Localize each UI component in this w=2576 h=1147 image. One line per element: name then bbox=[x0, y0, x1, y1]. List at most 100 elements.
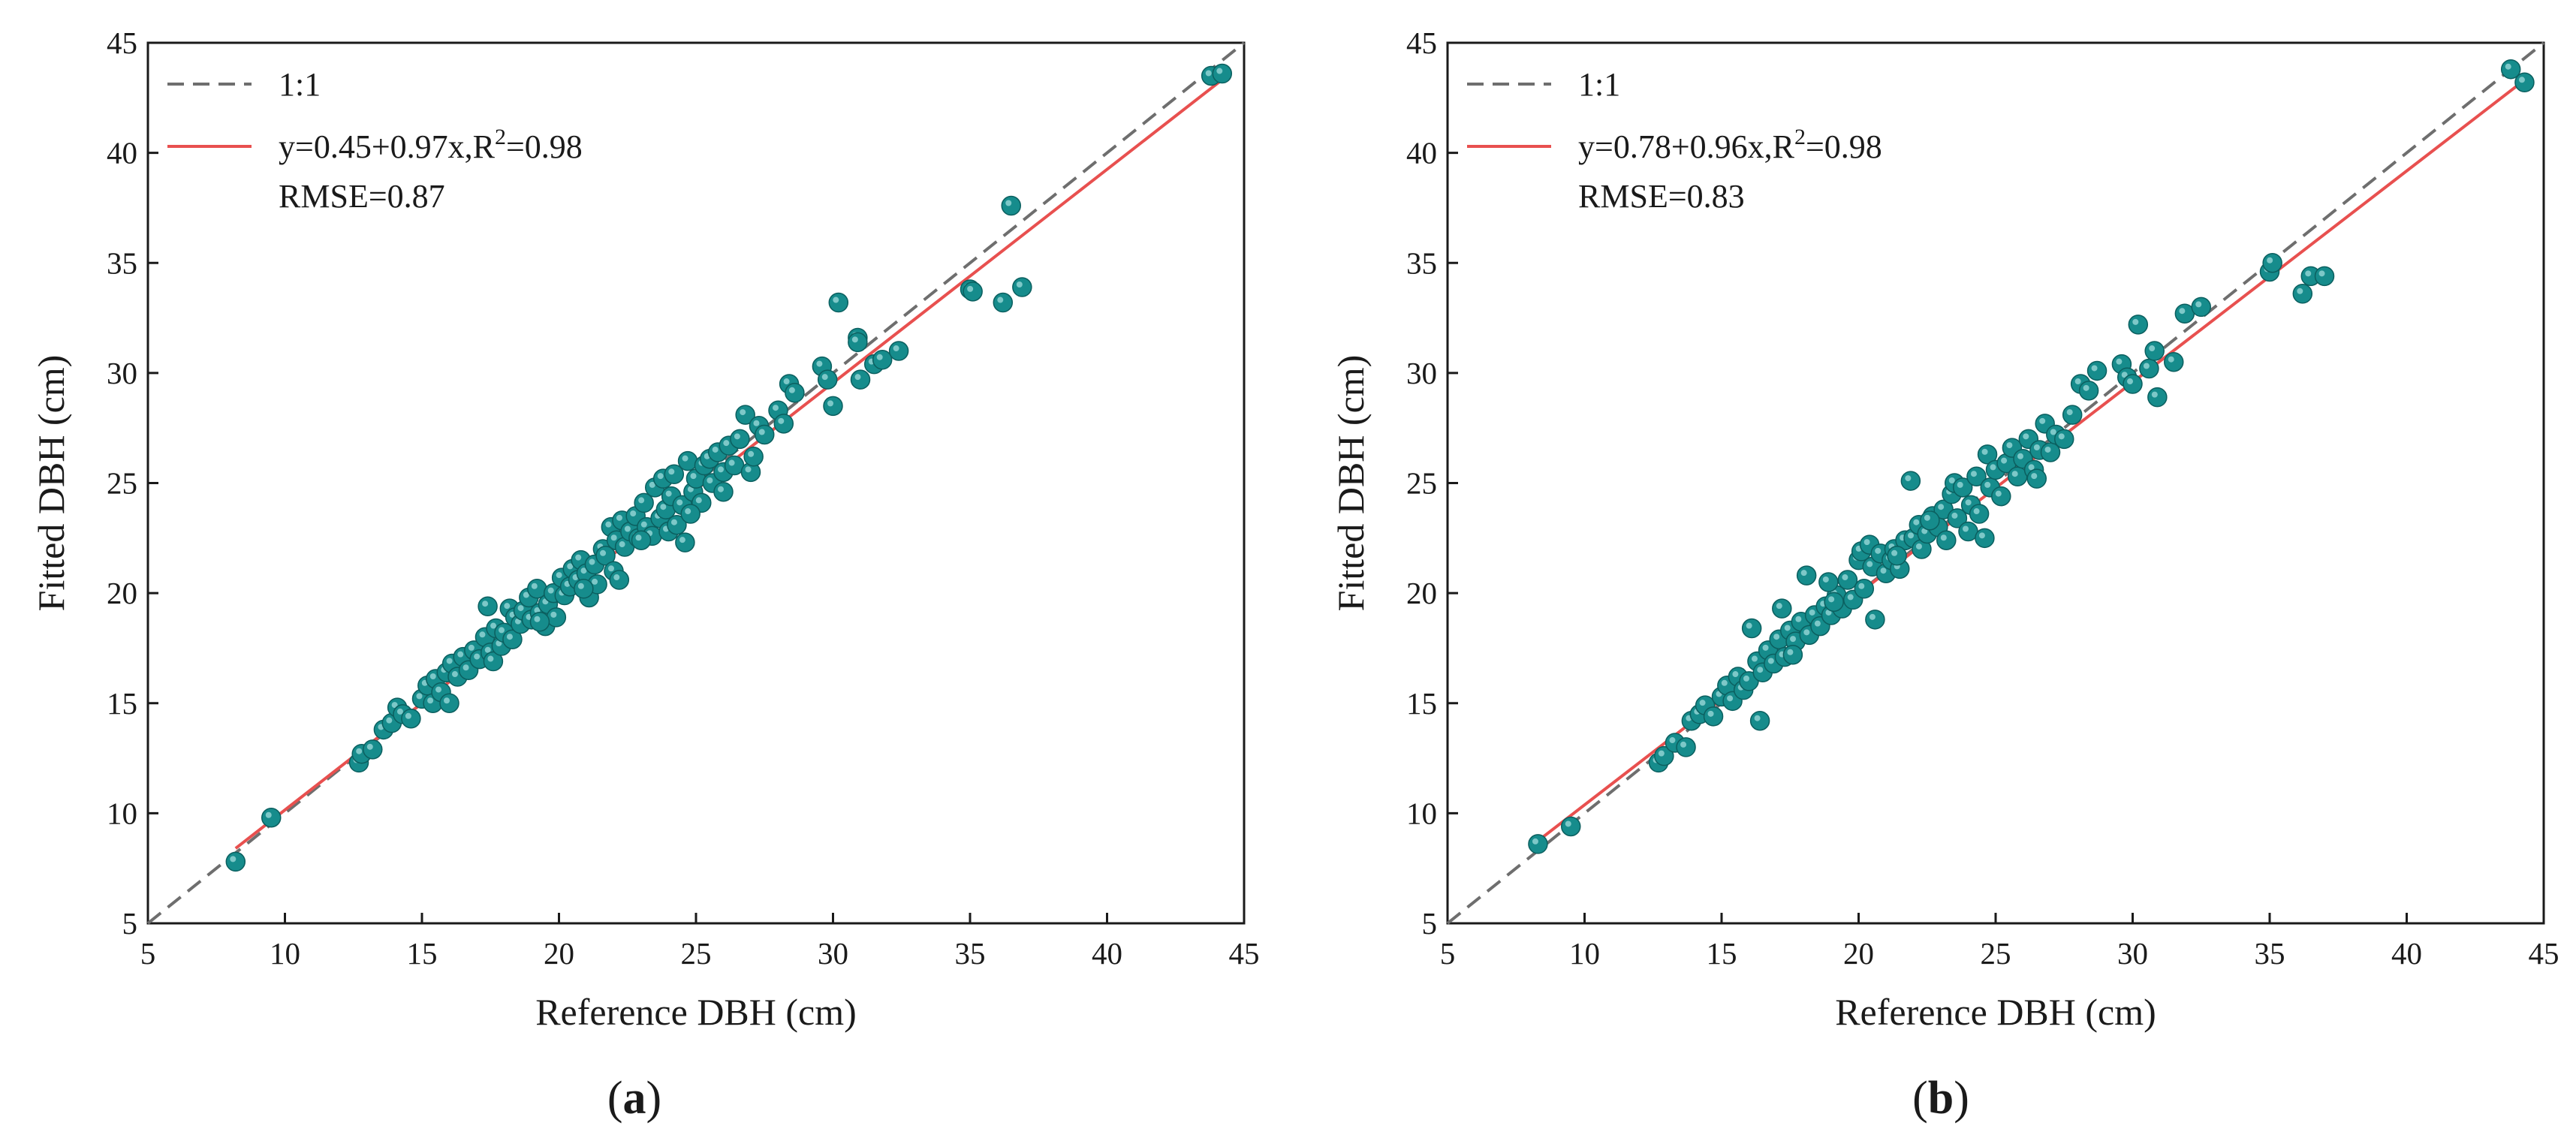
data-point-highlight bbox=[484, 646, 491, 653]
data-point-highlight bbox=[2039, 417, 2046, 424]
x-tick-label: 30 bbox=[818, 936, 848, 971]
data-point-highlight bbox=[649, 481, 655, 488]
data-point-highlight bbox=[1915, 543, 1922, 549]
data-point-highlight bbox=[1828, 596, 1835, 603]
data-point bbox=[1865, 610, 1885, 630]
data-point bbox=[631, 530, 652, 550]
x-tick-label: 45 bbox=[2529, 936, 2559, 971]
data-point-highlight bbox=[605, 521, 612, 528]
data-point-highlight bbox=[1767, 658, 1774, 664]
data-point-highlight bbox=[416, 693, 423, 700]
legend-fit-label-prefix: y=0.45+0.97x,R bbox=[279, 128, 496, 165]
data-point-highlight bbox=[1773, 634, 1780, 640]
data-point bbox=[2164, 351, 2184, 372]
data-point-highlight bbox=[610, 534, 617, 541]
data-point-highlight bbox=[230, 856, 237, 863]
data-point-highlight bbox=[1814, 620, 1821, 627]
x-tick-label: 10 bbox=[1569, 936, 1600, 971]
data-point bbox=[2078, 381, 2099, 401]
data-point-highlight bbox=[821, 374, 828, 381]
data-point bbox=[1991, 486, 2011, 507]
data-point-highlight bbox=[1565, 820, 1571, 827]
data-point-highlight bbox=[1721, 679, 1728, 686]
y-tick-label: 20 bbox=[1406, 576, 1437, 610]
data-point bbox=[675, 532, 695, 552]
data-point-highlight bbox=[2195, 301, 2202, 308]
data-point-highlight bbox=[517, 605, 524, 612]
data-point bbox=[1772, 598, 1792, 619]
y-tick-label: 40 bbox=[107, 136, 137, 170]
data-point-highlight bbox=[1016, 281, 1023, 288]
data-point-highlight bbox=[668, 468, 675, 475]
data-point-highlight bbox=[635, 534, 642, 541]
y-tick-label: 30 bbox=[107, 356, 137, 390]
data-point-highlight bbox=[2058, 433, 2065, 440]
data-point-highlight bbox=[556, 572, 562, 579]
data-point-highlight bbox=[1940, 534, 1947, 541]
data-point-highlight bbox=[1680, 741, 1687, 748]
y-axis-title: Fitted DBH (cm) bbox=[30, 355, 72, 612]
data-point-highlight bbox=[444, 697, 450, 704]
data-point-highlight bbox=[734, 433, 740, 440]
data-point bbox=[546, 607, 567, 628]
rmse-annotation: RMSE=0.83 bbox=[1578, 178, 1745, 215]
data-point bbox=[872, 350, 893, 370]
data-point bbox=[529, 611, 550, 632]
data-point bbox=[1818, 572, 1839, 592]
data-point-highlight bbox=[1869, 613, 1876, 620]
data-point-highlight bbox=[506, 634, 513, 640]
data-point-highlight bbox=[640, 521, 647, 528]
data-point-highlight bbox=[2267, 257, 2273, 263]
data-point-highlight bbox=[728, 459, 735, 466]
data-point-highlight bbox=[2151, 391, 2158, 398]
data-point-highlight bbox=[2518, 77, 2525, 83]
data-point-highlight bbox=[1762, 644, 1769, 651]
data-point-highlight bbox=[265, 811, 272, 818]
data-point-highlight bbox=[2066, 409, 2073, 416]
data-point-highlight bbox=[567, 563, 574, 570]
legend-fit-label-suffix: =0.98 bbox=[506, 128, 583, 165]
data-point-highlight bbox=[745, 466, 752, 473]
data-point-highlight bbox=[2033, 444, 2040, 451]
data-point-highlight bbox=[1743, 675, 1749, 682]
data-point-highlight bbox=[778, 417, 785, 424]
data-point bbox=[743, 447, 764, 467]
data-point-highlight bbox=[670, 519, 677, 525]
data-point-highlight bbox=[1875, 547, 1882, 554]
data-point-highlight bbox=[967, 285, 974, 292]
x-tick-label: 5 bbox=[1440, 936, 1456, 971]
data-point-highlight bbox=[1948, 477, 1955, 483]
data-point-highlight bbox=[665, 490, 672, 497]
data-point-highlight bbox=[685, 508, 691, 515]
data-point-highlight bbox=[1669, 737, 1676, 744]
panel-label-open: ( bbox=[607, 1073, 623, 1124]
legend-fit-label: y=0.45+0.97x,R2=0.98 bbox=[279, 125, 583, 165]
data-point-highlight bbox=[1842, 574, 1848, 581]
data-point bbox=[1854, 579, 1875, 599]
data-point-highlight bbox=[1866, 561, 1873, 567]
data-point-highlight bbox=[1005, 200, 1012, 206]
legend-fit-label-superscript: 2 bbox=[495, 125, 506, 149]
data-point-highlight bbox=[2083, 384, 2089, 391]
data-point-highlight bbox=[2001, 457, 2008, 464]
data-point bbox=[1703, 706, 1724, 727]
data-point bbox=[439, 693, 459, 713]
data-point bbox=[2262, 253, 2282, 273]
data-point bbox=[609, 570, 630, 590]
data-point-highlight bbox=[876, 354, 883, 360]
data-point-highlight bbox=[2305, 270, 2312, 277]
data-point-highlight bbox=[1757, 667, 1764, 673]
data-point-highlight bbox=[405, 712, 411, 719]
x-axis-title: Reference DBH (cm) bbox=[535, 991, 857, 1033]
data-point bbox=[1212, 63, 1233, 84]
data-point-highlight bbox=[657, 473, 664, 480]
x-tick-label: 40 bbox=[2391, 936, 2422, 971]
data-point bbox=[1900, 471, 1921, 491]
data-point-highlight bbox=[854, 374, 861, 381]
y-tick-label: 30 bbox=[1406, 356, 1437, 390]
data-point bbox=[1012, 277, 1032, 297]
data-point bbox=[2062, 405, 2083, 425]
panel-label-open: ( bbox=[1912, 1073, 1928, 1124]
y-tick-label: 35 bbox=[1406, 245, 1437, 280]
y-tick-label: 15 bbox=[107, 686, 137, 721]
